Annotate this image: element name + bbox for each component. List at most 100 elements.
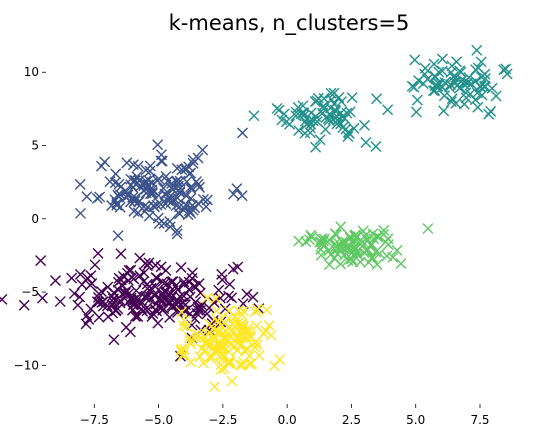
scatter-point — [366, 252, 378, 264]
scatter-point — [378, 224, 390, 236]
scatter-point — [271, 102, 283, 114]
scatter-point — [190, 176, 202, 188]
scatter-point — [18, 299, 30, 311]
scatter-point — [203, 318, 215, 330]
scatter-point — [132, 293, 144, 305]
scatter-point — [91, 192, 103, 204]
scatter-point — [109, 177, 121, 189]
x-tick-label: 5.0 — [406, 413, 425, 427]
scatter-point — [83, 313, 95, 325]
scatter-point — [472, 101, 484, 113]
scatter-point — [360, 136, 372, 148]
scatter-point — [175, 343, 187, 355]
y-tick-label: 0 — [31, 212, 39, 226]
scatter-point — [328, 98, 340, 110]
scatter-point — [190, 296, 202, 308]
scatter-points — [0, 44, 513, 393]
scatter-point — [133, 195, 145, 207]
scatter-point — [322, 113, 334, 125]
scatter-point — [175, 261, 187, 273]
scatter-point — [310, 141, 322, 153]
scatter-point — [130, 285, 142, 297]
scatter-point — [140, 164, 152, 176]
scatter-point — [128, 205, 140, 217]
scatter-point — [251, 320, 263, 332]
scatter-point — [443, 81, 455, 93]
scatter-point — [304, 234, 316, 246]
scatter-point — [278, 108, 290, 120]
scatter-point — [330, 229, 342, 241]
scatter-point — [299, 127, 311, 139]
scatter-point — [176, 306, 188, 318]
scatter-point — [174, 187, 186, 199]
scatter-point — [112, 230, 124, 242]
scatter-point — [436, 65, 448, 77]
scatter-point — [332, 114, 344, 126]
scatter-point — [144, 165, 156, 177]
scatter-point — [449, 77, 461, 89]
scatter-point — [155, 198, 167, 210]
y-tick-label: −5 — [21, 285, 39, 299]
scatter-point — [91, 296, 103, 308]
scatter-point — [223, 290, 235, 302]
scatter-point — [74, 291, 86, 303]
scatter-point — [490, 90, 502, 102]
scatter-point — [274, 354, 286, 366]
scatter-point — [205, 353, 217, 365]
scatter-point — [181, 176, 193, 188]
scatter-point — [263, 319, 275, 331]
scatter-point — [153, 218, 165, 229]
scatter-point — [122, 288, 134, 300]
scatter-point — [335, 221, 347, 233]
scatter-point — [74, 268, 86, 280]
scatter-point — [382, 239, 394, 251]
scatter-point — [226, 292, 238, 304]
scatter-point — [244, 350, 256, 362]
scatter-point — [323, 259, 335, 271]
scatter-point — [199, 344, 211, 356]
scatter-point — [237, 305, 249, 317]
scatter-point — [82, 272, 94, 284]
scatter-point — [131, 171, 143, 183]
scatter-point — [225, 331, 237, 343]
scatter-point — [242, 323, 254, 335]
scatter-point — [223, 321, 235, 333]
scatter-point — [284, 118, 296, 130]
scatter-point — [361, 245, 373, 257]
scatter-point — [438, 90, 450, 102]
scatter-point — [127, 299, 139, 311]
scatter-point — [232, 261, 244, 273]
scatter-point — [382, 104, 394, 116]
x-tick-label: −7.5 — [80, 413, 109, 427]
scatter-point — [276, 114, 288, 126]
scatter-point — [92, 247, 104, 259]
scatter-point — [179, 305, 191, 317]
scatter-point — [374, 248, 386, 260]
x-tick-label: 7.5 — [470, 413, 489, 427]
scatter-point — [410, 106, 422, 118]
scatter-point — [165, 182, 177, 194]
scatter-point — [472, 62, 484, 74]
scatter-point — [224, 278, 236, 290]
scatter-point — [215, 364, 227, 376]
scatter-point — [235, 339, 247, 351]
scatter-point — [194, 351, 206, 363]
scatter-point — [110, 168, 122, 180]
scatter-point — [201, 336, 213, 348]
scatter-point — [95, 285, 107, 297]
scatter-point — [251, 339, 263, 351]
scatter-point — [378, 228, 390, 240]
scatter-point — [214, 336, 226, 348]
scatter-point — [183, 276, 195, 288]
scatter-point — [223, 305, 235, 317]
scatter-point — [164, 311, 176, 323]
scatter-point — [180, 163, 192, 175]
scatter-point — [471, 44, 483, 56]
scatter-point — [102, 281, 114, 293]
scatter-point — [224, 355, 236, 367]
scatter-point — [323, 245, 335, 257]
scatter-point — [192, 152, 204, 164]
scatter-point — [454, 65, 466, 77]
scatter-point — [340, 123, 352, 135]
scatter-point — [212, 314, 224, 326]
